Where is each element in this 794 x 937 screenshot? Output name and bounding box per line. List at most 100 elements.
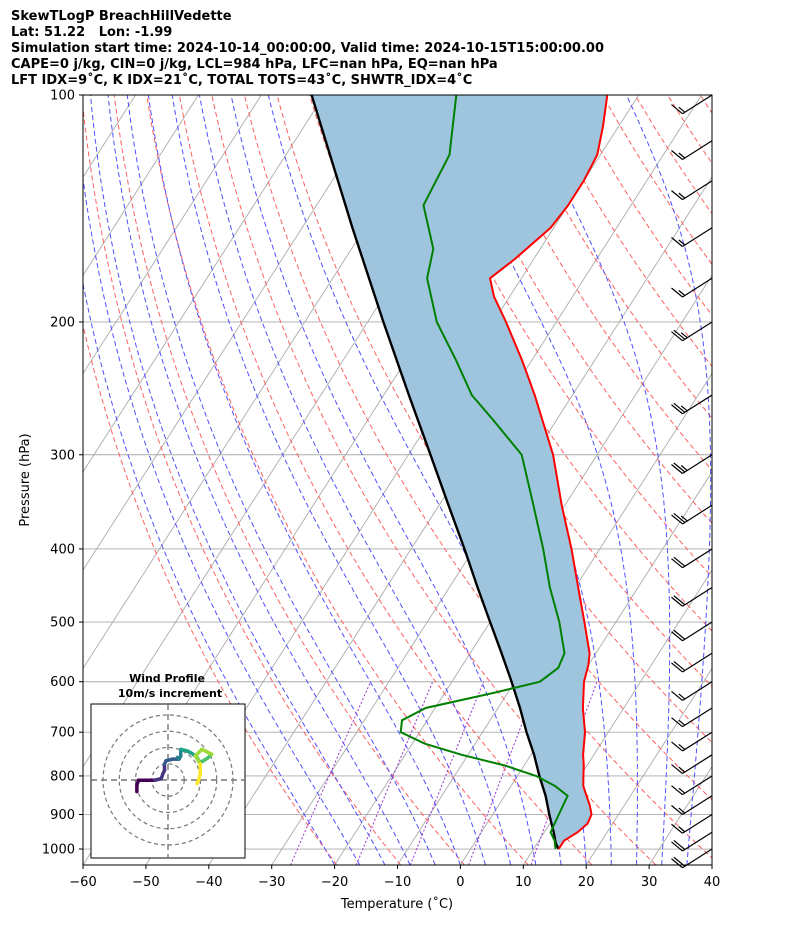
- x-tick-label: −60: [69, 875, 96, 890]
- dry-adiabat: [765, 95, 794, 865]
- hodograph-segment: [200, 747, 214, 756]
- wind-barb: [671, 277, 713, 298]
- wind-barb: [671, 652, 713, 673]
- isotherm--110: [83, 95, 262, 375]
- wind-barb: [671, 814, 713, 834]
- moist-adiabat: [147, 95, 461, 865]
- y-tick-label: 100: [50, 89, 75, 104]
- x-tick-label: 0: [456, 875, 464, 890]
- dry-adiabat: [83, 103, 402, 865]
- hodograph-subtitle: 10m/s increment: [118, 687, 222, 700]
- dry-adiabat: [146, 95, 529, 865]
- x-tick-label: −20: [321, 875, 348, 890]
- moist-adiabat: [83, 281, 336, 865]
- y-tick-label: 500: [50, 616, 75, 631]
- wind-barb: [671, 831, 713, 852]
- y-tick-label: 300: [50, 448, 75, 463]
- y-tick-label: 900: [50, 808, 75, 823]
- dry-adiabat: [113, 95, 465, 865]
- moist-adiabat: [126, 95, 436, 865]
- moist-adiabat: [519, 95, 671, 865]
- wind-barb: [671, 504, 713, 525]
- dry-adiabat: [243, 95, 712, 859]
- adiabat-layer: [83, 95, 794, 865]
- wind-barb: [671, 394, 713, 415]
- isotherm--140: [0, 95, 73, 865]
- dry-adiabat: [83, 323, 338, 865]
- wind-barb: [671, 621, 713, 642]
- isotherm-40: [711, 864, 712, 865]
- mixing-ratio-line: [355, 681, 434, 865]
- dry-adiabat: [634, 95, 712, 215]
- wind-barb: [671, 548, 713, 569]
- dry-adiabat: [406, 95, 712, 578]
- wind-barb: [671, 321, 713, 342]
- wind-barb: [671, 681, 713, 701]
- temperature-line: [488, 95, 609, 850]
- indices-line: LFT IDX=9˚C, K IDX=21˚C, TOTAL TOTS=43˚C…: [11, 73, 473, 88]
- dry-adiabat: [667, 95, 712, 165]
- wind-barbs: [671, 94, 713, 869]
- dry-adiabat: [699, 95, 712, 114]
- wind-barb: [671, 180, 713, 201]
- hodograph-inset: Wind Profile 10m/s increment: [90, 672, 246, 859]
- x-tick-label: 40: [704, 875, 721, 890]
- isotherm--20: [334, 274, 712, 865]
- mixing-ratio-line: [409, 681, 485, 865]
- wind-barb: [671, 140, 713, 160]
- dry-adiabat: [602, 95, 712, 266]
- wind-barb: [671, 731, 713, 752]
- mixing-ratio-line: [468, 681, 539, 865]
- y-tick-label: 800: [50, 769, 75, 784]
- x-axis-label: Temperature (˚C): [340, 896, 453, 912]
- y-tick-label: 600: [50, 675, 75, 690]
- profile-layer: [310, 95, 609, 850]
- dry-adiabat: [211, 95, 657, 865]
- x-tick-label: 20: [578, 875, 595, 890]
- isotherm-30: [648, 765, 712, 865]
- x-tick-label: −10: [384, 875, 411, 890]
- hodograph-title: Wind Profile: [129, 672, 205, 685]
- wind-barb: [671, 94, 713, 115]
- chart-title: SkewTLogP BreachHillVedette: [11, 9, 232, 24]
- wind-barb: [671, 754, 713, 775]
- x-tick-label: −50: [132, 875, 159, 890]
- y-tick-label: 700: [50, 726, 75, 741]
- cape-line: CAPE=0 j/kg, CIN=0 j/kg, LCL=984 hPa, LF…: [11, 57, 498, 72]
- time-line: Simulation start time: 2024-10-14_00:00:…: [11, 41, 604, 56]
- axis-layer: −60 −50 −40 −30 −20 −10 0 10 20 30 40 100 200 300 400 5…: [42, 89, 720, 891]
- moist-adiabat: [83, 174, 361, 865]
- wind-barb: [671, 227, 713, 248]
- location-line: Lat: 51.22 Lon: -1.99: [11, 25, 173, 40]
- wind-barb: [671, 775, 713, 796]
- x-tick-label: −40: [195, 875, 222, 890]
- moist-adiabat: [434, 95, 638, 865]
- y-tick-label: 400: [50, 542, 75, 557]
- wind-barb: [671, 795, 713, 816]
- parcel-profile-line: [310, 95, 560, 850]
- isotherm--150: [0, 95, 10, 865]
- dry-adiabat: [178, 95, 593, 865]
- moist-adiabat: [171, 95, 487, 865]
- y-tick-label: 1000: [42, 843, 75, 858]
- mixing-ratio-line: [290, 681, 372, 865]
- wind-barb: [671, 587, 713, 607]
- isotherm--100: [83, 95, 325, 473]
- moist-adiabat: [107, 95, 411, 865]
- moist-adiabat: [626, 95, 712, 865]
- dewpoint-line: [399, 95, 569, 850]
- isotherm--90: [83, 95, 388, 571]
- wind-barb: [671, 707, 713, 728]
- wind-barb: [671, 454, 713, 474]
- isotherm--10: [397, 372, 712, 865]
- hodograph-segment: [195, 778, 201, 786]
- chart-title-block: SkewTLogP BreachHillVedette Lat: 51.22 L…: [11, 9, 604, 89]
- cin-shading: [311, 95, 608, 849]
- moist-adiabat: [711, 860, 712, 865]
- moist-adiabat: [737, 95, 794, 865]
- y-tick-label: 200: [50, 315, 75, 330]
- isotherm-20: [585, 667, 712, 865]
- y-axis-label: Pressure (hPa): [18, 433, 33, 526]
- x-tick-label: 30: [641, 875, 658, 890]
